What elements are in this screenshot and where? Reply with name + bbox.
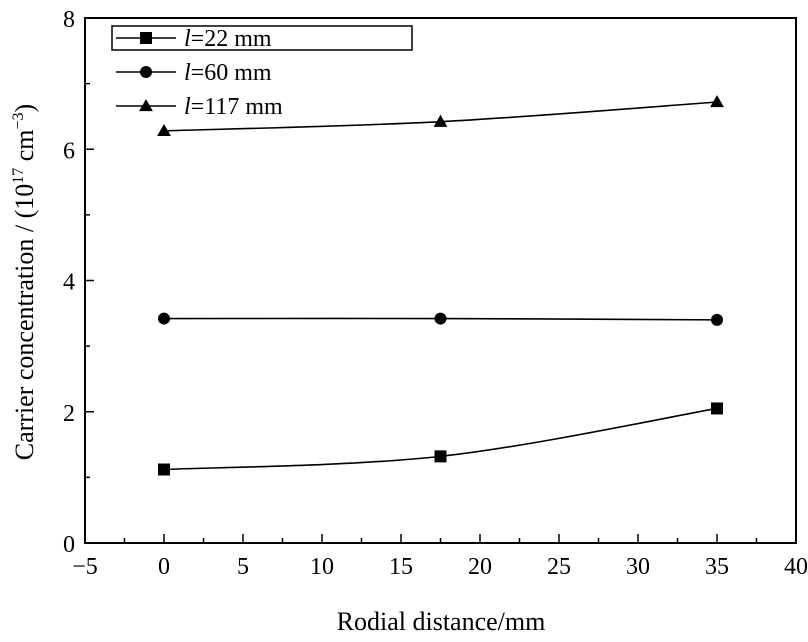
legend: l=22 mml=60 mml=117 mm	[111, 25, 413, 120]
legend-label: l=22 mm	[184, 26, 272, 52]
y-axis-label-exp1: 17	[10, 168, 27, 184]
y-tick-label: 6	[63, 138, 75, 164]
series-triangle	[157, 95, 724, 137]
legend-label-rest: =117 mm	[191, 94, 283, 120]
y-axis-label-prefix: Carrier concentration / (10	[10, 184, 39, 461]
data-point-square	[711, 402, 723, 415]
x-tick-label: 20	[468, 554, 492, 580]
data-point-circle	[158, 312, 170, 325]
legend-item: l=60 mm	[116, 60, 272, 86]
data-point-square	[434, 450, 447, 463]
x-tick-label: 30	[626, 554, 650, 580]
y-tick-label: 8	[63, 7, 75, 33]
data-point-circle	[434, 312, 447, 325]
data-point-triangle	[710, 95, 724, 108]
legend-label: l=60 mm	[184, 60, 272, 86]
data-point-triangle	[433, 114, 448, 127]
x-tick-label: 10	[310, 554, 334, 580]
y-tick-label: 4	[63, 270, 75, 296]
x-tick-label: 0	[158, 554, 170, 580]
legend-label: l=117 mm	[184, 94, 283, 120]
y-tick-label: 0	[63, 532, 75, 558]
legend-label-var: l	[184, 94, 191, 120]
legend-item: l=22 mm	[116, 26, 272, 52]
series-layer	[157, 95, 724, 476]
x-tick-label: 5	[237, 554, 249, 580]
data-point-square	[158, 463, 170, 476]
legend-item: l=117 mm	[116, 94, 283, 120]
x-tick-label: −5	[72, 554, 98, 580]
data-point-triangle	[157, 123, 171, 137]
data-point-circle	[711, 313, 723, 326]
x-tick-label: 15	[389, 554, 413, 580]
x-tick-label: 25	[547, 554, 571, 580]
x-tick-label: 40	[784, 554, 808, 580]
y-axis-label: Carrier concentration / (1017 cm−3)	[10, 104, 39, 460]
x-axis-label: Rodial distance/mm	[337, 607, 546, 636]
series-square	[158, 402, 723, 476]
y-tick-label: 2	[63, 401, 75, 427]
y-axis-label-suffix: )	[10, 104, 39, 113]
data-point-triangle	[139, 99, 153, 112]
series-circle	[158, 312, 723, 326]
y-axis-label-mid: cm	[10, 129, 39, 167]
legend-label-var: l	[184, 60, 191, 86]
data-point-square	[140, 32, 152, 44]
x-tick-label: 35	[705, 554, 729, 580]
legend-label-rest: =22 mm	[191, 26, 272, 52]
legend-label-rest: =60 mm	[191, 60, 272, 86]
legend-highlight-box	[111, 25, 413, 51]
data-point-circle	[140, 66, 152, 78]
legend-label-var: l	[184, 26, 191, 52]
y-axis-label-exp2: −3	[10, 112, 27, 129]
